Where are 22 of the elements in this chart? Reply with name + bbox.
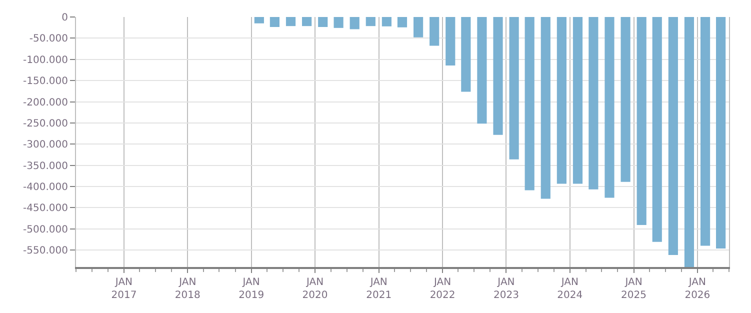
x-tick-label: JAN 2025 xyxy=(621,277,646,301)
y-tick-label: -550.000 xyxy=(23,246,68,257)
y-tick-label: -300.000 xyxy=(23,140,68,151)
x-tick-label: JAN 2019 xyxy=(238,277,264,301)
x-tick-label: JAN 2020 xyxy=(302,277,328,301)
y-tick-label: -350.000 xyxy=(23,160,68,172)
y-tick-label: -100.000 xyxy=(23,54,68,66)
x-tick-label: JAN 2022 xyxy=(430,277,456,301)
y-tick-label: -400.000 xyxy=(23,182,68,193)
x-tick-label: JAN 2021 xyxy=(366,277,392,301)
x-tick-label: JAN 2026 xyxy=(684,277,710,301)
y-tick-label: 0 xyxy=(62,12,68,24)
y-tick-label: -250.000 xyxy=(23,118,68,130)
x-tick-label: JAN 2018 xyxy=(174,277,200,301)
y-tick-label: -50.000 xyxy=(29,34,68,45)
x-tick-label: JAN 2017 xyxy=(111,277,137,301)
y-tick-label: -150.000 xyxy=(23,76,68,88)
y-tick-label: -450.000 xyxy=(23,203,68,214)
y-tick-label: -200.000 xyxy=(23,97,68,108)
x-tick-label: JAN 2024 xyxy=(557,277,583,301)
y-tick-label: -500.000 xyxy=(23,224,68,236)
x-tick-label: JAN 2023 xyxy=(493,277,519,301)
